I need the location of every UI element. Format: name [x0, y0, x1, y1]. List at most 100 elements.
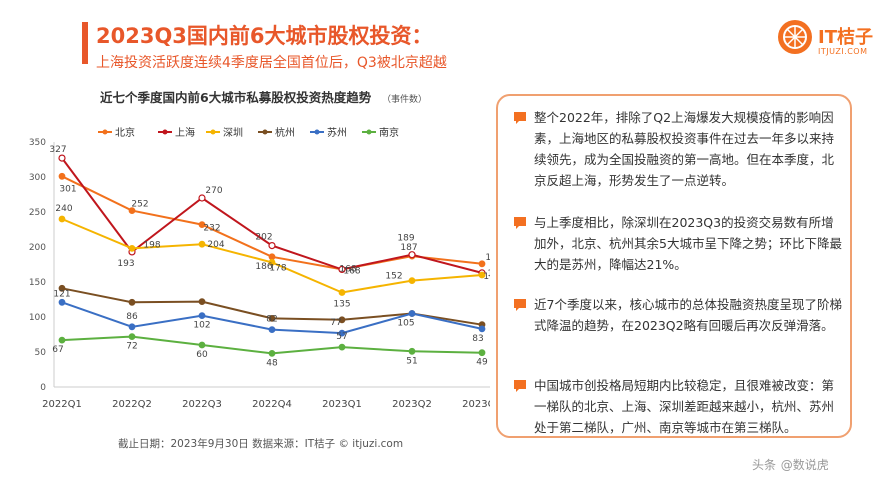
data-point	[408, 251, 416, 259]
data-label: 57	[336, 332, 347, 342]
data-point	[268, 314, 276, 322]
legend-label: 南京	[379, 126, 399, 139]
x-tick-label: 2022Q4	[252, 399, 292, 410]
data-label: 193	[117, 259, 134, 269]
y-tick-label: 350	[29, 138, 46, 148]
data-point	[478, 260, 486, 268]
data-point	[478, 271, 486, 279]
title-accent-bar	[82, 22, 88, 64]
watermark-prefix: 头条	[752, 458, 777, 472]
insight-text-3: 近7个季度以来，核心城市的总体投融资热度呈现了阶梯式降温的趋势，在2023Q2略…	[534, 297, 842, 333]
data-point	[198, 194, 206, 202]
chart-legend: 北京 上海 深圳 杭州 苏州 南京	[98, 126, 399, 139]
data-label: 187	[400, 243, 417, 253]
brand-logo: IT桔子 ITJUZI.COM	[778, 20, 878, 62]
y-tick-label: 50	[35, 348, 47, 358]
data-point	[268, 258, 276, 266]
data-point	[198, 298, 206, 306]
data-point	[478, 325, 486, 333]
data-label: 204	[207, 240, 224, 250]
data-label: 202	[255, 233, 272, 243]
data-label: 176	[485, 253, 490, 263]
orange-logo-icon	[778, 20, 812, 54]
insight-item: 近7个季度以来，核心城市的总体投融资热度呈现了阶梯式降温的趋势，在2023Q2略…	[512, 294, 842, 336]
insight-text-1: 整个2022年，排除了Q2上海爆发大规模疫情的影响因素，上海地区的私募股权投资事…	[534, 110, 835, 188]
legend-marker-0	[102, 129, 108, 135]
data-label: 83	[472, 334, 483, 344]
data-point	[338, 265, 346, 273]
data-label: 160	[483, 272, 490, 282]
data-point	[268, 253, 276, 261]
data-label: 168	[343, 266, 360, 276]
y-tick-label: 250	[29, 208, 46, 218]
source-note: 截止日期：2023年9月30日 数据来源：IT桔子 © itjuzi.com	[118, 438, 404, 450]
page-title: 2023Q3国内前6大城市股权投资：	[96, 24, 433, 48]
data-label: 60	[196, 350, 208, 360]
line-chart: 近七个季度国内前6大城市私募股权投资热度趋势 （事件数） 北京 上海 深圳 杭州 苏州 南…	[29, 90, 490, 410]
data-point	[58, 215, 66, 223]
watermark: 头条 @数说虎	[752, 455, 829, 473]
data-label: 198	[143, 240, 160, 250]
data-point	[338, 343, 346, 351]
legend-label: 杭州	[275, 126, 295, 139]
legend-label: 深圳	[223, 127, 243, 139]
x-axis: 2022Q1 2022Q2 2022Q3 2022Q4 2023Q1 2023Q2 2023…	[42, 386, 490, 410]
legend-label: 上海	[175, 126, 195, 139]
data-label: 232	[203, 224, 220, 234]
data-label: 102	[193, 321, 210, 331]
x-tick-label: 2022Q2	[112, 399, 152, 410]
data-point	[128, 333, 136, 341]
data-label: 152	[385, 272, 402, 282]
data-label: 178	[269, 263, 286, 273]
data-point	[478, 349, 486, 357]
y-tick-label: 300	[29, 173, 46, 183]
data-point	[198, 240, 206, 248]
data-label: 86	[126, 312, 138, 322]
data-point	[408, 347, 416, 355]
legend-marker-2	[210, 129, 216, 135]
legend-marker-4	[314, 129, 320, 135]
data-point	[58, 336, 66, 344]
data-label: 77	[330, 318, 341, 328]
data-label: 67	[52, 345, 63, 355]
data-label: 327	[49, 145, 66, 155]
y-tick-label: 0	[40, 383, 46, 393]
data-point	[268, 242, 276, 250]
insight-item: 与上季度相比，除深圳在2023Q3的投资交易数有所增加外，北京、杭州其余5大城市…	[512, 212, 842, 275]
insight-text-4: 中国城市创投格局短期内比较稳定，且很难被改变：第一梯队的北京、上海、深圳差距越来…	[534, 378, 835, 435]
speech-bubble-icon	[514, 217, 526, 229]
data-label: 240	[55, 204, 72, 214]
data-point	[58, 298, 66, 306]
data-label: 105	[397, 319, 414, 329]
legend-label: 北京	[115, 126, 135, 139]
watermark-name: @数说虎	[780, 458, 829, 472]
data-point	[268, 350, 276, 357]
speech-bubble-icon	[514, 380, 526, 392]
x-tick-label: 2023Q3	[462, 399, 490, 410]
chart-series	[58, 154, 486, 357]
data-label: 186	[255, 262, 272, 272]
y-tick-label: 100	[29, 313, 46, 323]
data-label: 301	[59, 184, 76, 194]
y-axis: 0 50 100 150 200 250 300 350	[29, 138, 55, 393]
data-label: 82	[266, 315, 277, 325]
legend-marker-3	[262, 129, 268, 135]
insight-item: 整个2022年，排除了Q2上海爆发大规模疫情的影响因素，上海地区的私募股权投资事…	[512, 107, 842, 191]
data-label: 189	[397, 234, 414, 244]
data-point	[58, 154, 66, 162]
insight-panel	[496, 94, 852, 438]
x-tick-label: 2023Q2	[392, 399, 432, 410]
data-point	[338, 289, 346, 296]
data-label: 72	[126, 342, 137, 352]
data-label: 163	[487, 269, 490, 279]
x-tick-label: 2022Q3	[182, 399, 222, 410]
data-point	[128, 207, 136, 215]
y-tick-label: 150	[29, 278, 46, 288]
data-label: 51	[406, 356, 417, 366]
data-point	[128, 323, 136, 331]
data-point	[408, 277, 416, 285]
data-label: 48	[266, 358, 278, 368]
data-point	[198, 221, 206, 229]
data-point	[128, 298, 136, 306]
data-point	[58, 172, 66, 180]
